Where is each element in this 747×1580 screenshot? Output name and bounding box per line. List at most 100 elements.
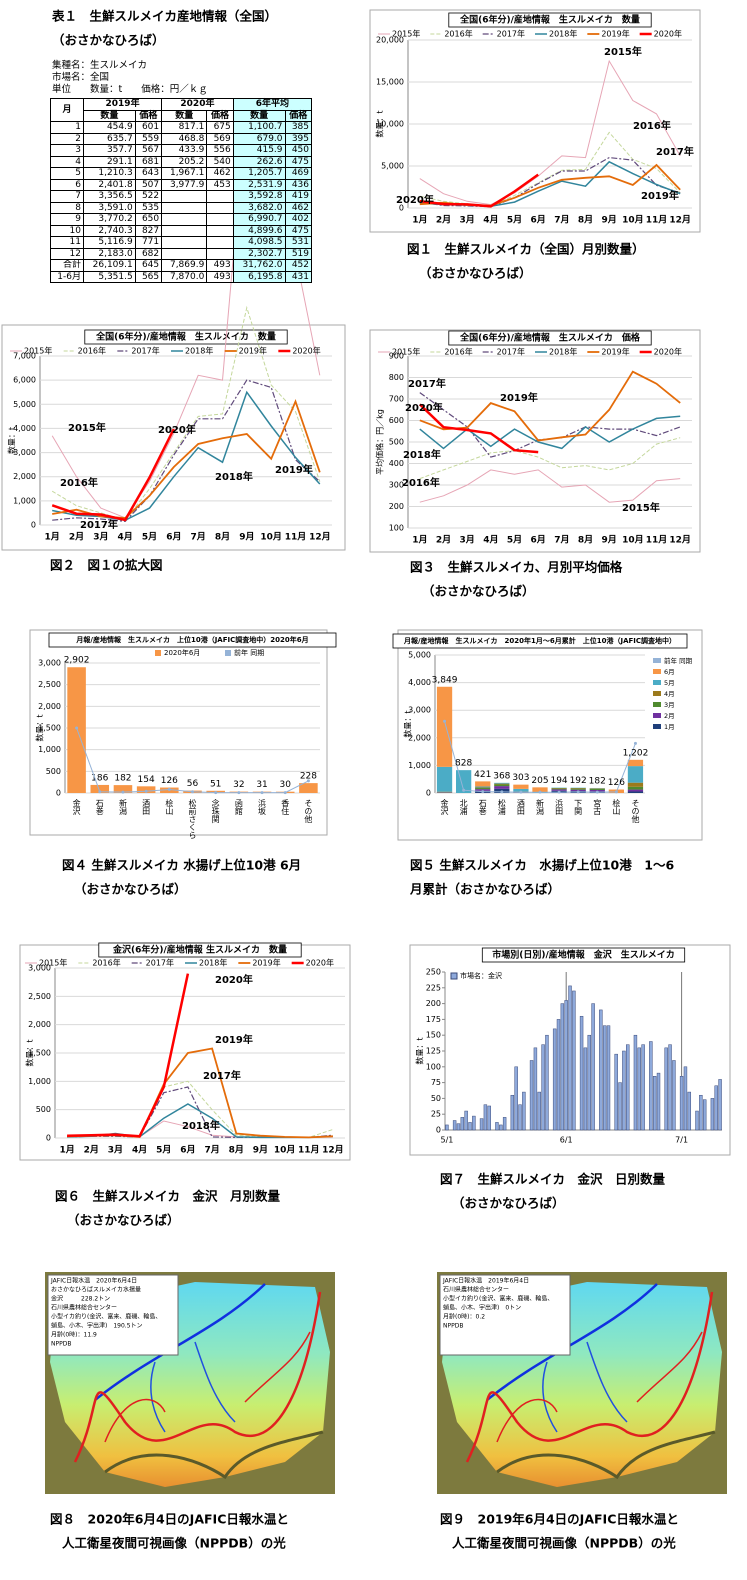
table-cell: 31,762.0 [232, 259, 286, 272]
line-marker [98, 790, 102, 794]
y-axis-label: 数量：t [25, 1039, 35, 1066]
bar-segment [570, 788, 586, 789]
bar-segment [532, 787, 548, 793]
y-tick-label: 300 [389, 481, 404, 490]
table-cell: 2,183.0 [82, 247, 136, 260]
legend-label: 2017年 [146, 958, 174, 968]
warm-current [465, 1291, 714, 1463]
x-tick-label: 9月 [239, 532, 254, 543]
header-cell: 2020年 [161, 98, 234, 111]
line-marker [167, 788, 171, 792]
legend-label: 市場名：金沢 [460, 971, 502, 980]
y-tick-label: 500 [36, 1105, 51, 1114]
table-cell: 827 [134, 224, 163, 237]
value-label: 51 [210, 779, 221, 789]
chart-title: 全国(6年分)/産地情報 生スルメイカ 数量 [459, 14, 640, 26]
line-marker [443, 719, 447, 723]
y-tick-label: 900 [389, 352, 404, 361]
table-cell: 643 [134, 167, 163, 180]
x-tick-label: 5月 [507, 535, 522, 546]
map-text: JAFIC日報水温 2020年6月4日 [50, 1277, 137, 1285]
table-cell: 1,210.3 [82, 167, 136, 180]
bar [714, 1085, 718, 1131]
map-text: JAFIC日報水温 2019年6月4日 [442, 1277, 529, 1285]
table-cell [206, 224, 234, 237]
x-tick-label: 2月 [436, 215, 451, 226]
y-tick-label: 0 [399, 204, 404, 213]
annotation: 2020年 [405, 401, 443, 414]
table-row: 2 635.7 559 468.8 569 679.0 395 [50, 132, 313, 145]
x-tick-label: 桧山 [612, 798, 621, 816]
legend-label: 3月 [664, 701, 675, 709]
bar [568, 985, 572, 1131]
line-marker [75, 726, 79, 730]
x-tick-label: 5月 [507, 215, 522, 226]
x-tick-label: 4月 [132, 1145, 147, 1156]
y-tick-label: 50 [431, 1094, 441, 1103]
x-tick-label: 8月 [578, 535, 593, 546]
table-cell: 5,116.9 [82, 236, 136, 249]
x-tick-label: 4月 [483, 215, 498, 226]
bar-segment [513, 788, 529, 792]
bar [622, 1050, 626, 1131]
annotation: 2016年 [402, 476, 440, 489]
bar [299, 783, 318, 793]
bar-segment [475, 787, 491, 789]
figure-caption: 図８ 2020年6月4日のJAFIC日報水温と [50, 1512, 289, 1527]
chart-title: 金沢(6年分)/産地情報 生スルメイカ 数量 [112, 944, 287, 956]
x-tick-label: 6月 [531, 215, 546, 226]
x-tick-label: 10月 [274, 1145, 296, 1156]
y-tick-label: 1,000 [13, 496, 36, 505]
y-tick-label: 20,000 [376, 36, 404, 45]
y-tick-label: 3,000 [408, 706, 431, 715]
bar [668, 1044, 672, 1131]
y-tick-label: 0 [436, 1126, 441, 1135]
legend-swatch [653, 691, 661, 696]
table-cell: 3,977.9 [161, 178, 208, 191]
y-tick-label: 2,000 [38, 702, 61, 711]
table-row: 6 2,401.8 507 3,977.9 453 2,531.9 436 [50, 178, 313, 191]
chart-frame [369, 9, 701, 233]
table-cell: 601 [134, 121, 163, 134]
legend-label: 2015年 [39, 958, 67, 968]
y-axis-label: 数量：t [415, 1037, 425, 1064]
annotation: 2018年 [403, 448, 441, 461]
value-label: 186 [91, 773, 108, 783]
table-cell: 462 [206, 167, 234, 180]
legend-label: 2019年 [239, 346, 267, 356]
legend-label: 2月 [664, 712, 675, 720]
bar [718, 1079, 722, 1131]
x-tick-label: 7月 [204, 1145, 219, 1156]
table-cell [206, 236, 234, 249]
legend-label: 2015年 [24, 346, 52, 356]
table-cell: 679.0 [232, 132, 286, 145]
bar [499, 1124, 503, 1131]
total-label: 205 [531, 776, 548, 786]
chart-title: 全国(6年分)/産地情報 生スルメイカ 数量 [95, 331, 276, 343]
figure-caption: 図３ 生鮮スルメイカ、月別平均価格 [410, 560, 623, 575]
y-tick-label: 125 [426, 1047, 441, 1056]
annotation: 2018年 [215, 470, 253, 483]
bar [649, 1041, 653, 1131]
x-tick-label: 12月 [322, 1145, 344, 1156]
bar [564, 1000, 568, 1131]
series-line [419, 173, 539, 208]
table-cell: 8 [50, 201, 84, 214]
bar [579, 1015, 584, 1131]
legend-label: 前年 同期 [664, 656, 693, 665]
table-cell: 450 [284, 144, 313, 157]
x-tick-label: 8月 [215, 532, 230, 543]
y-tick-label: 1,000 [28, 1077, 51, 1086]
legend-swatch [653, 724, 661, 729]
table-cell: 431 [284, 270, 313, 283]
subheader-row: 数量 価格 数量 価格 数量 価格 [51, 109, 313, 122]
annotation: 2020年 [215, 973, 253, 986]
y-tick-label: 0 [46, 1134, 51, 1143]
cold-current [150, 1341, 236, 1433]
bar [656, 1072, 661, 1131]
figure-caption: 図４ 生鮮スルメイカ 水揚げ上位10港 6月 [62, 858, 301, 873]
line-marker [121, 790, 125, 794]
legend-label: 2016年 [444, 347, 472, 357]
total-label: 3,849 [432, 675, 458, 685]
bar [699, 1094, 703, 1131]
